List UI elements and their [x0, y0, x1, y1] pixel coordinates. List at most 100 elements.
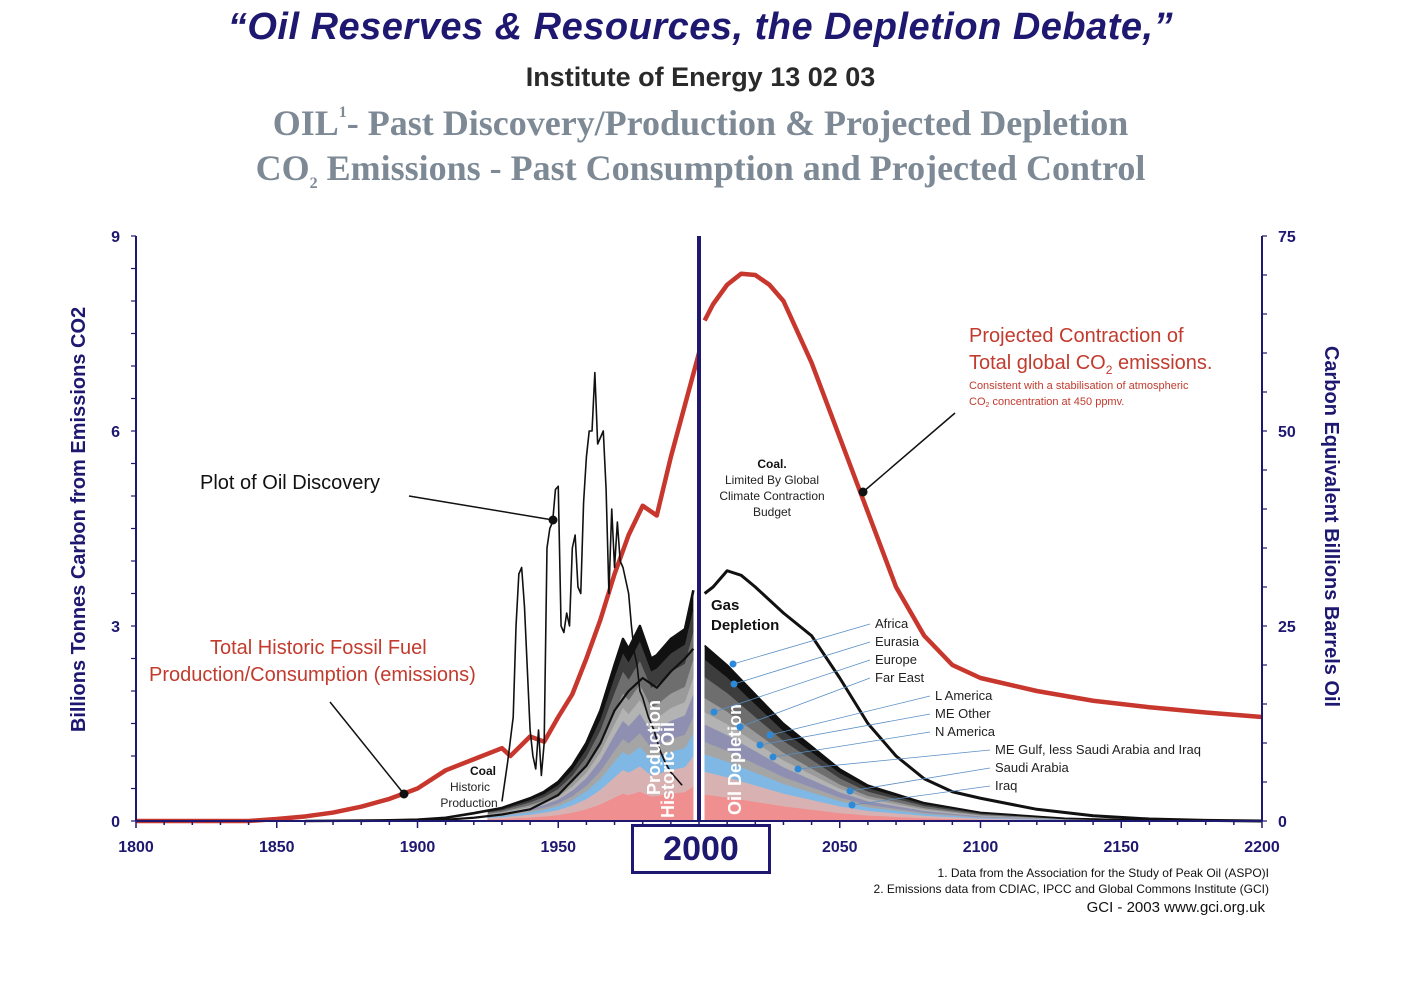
series-line-plot-of-oil-discovery [501, 371, 683, 802]
y-right-tick-label: 50 [1278, 424, 1296, 441]
title-line-3-pre: OIL [272, 103, 339, 143]
region-area-proj-iraq [704, 794, 1206, 821]
region-label: ME Gulf, less Saudi Arabia and Iraq [995, 742, 1201, 757]
annotations: Plot of Oil Discovery Total Historic Fos… [149, 325, 1212, 818]
tick-labels: 1800 1850 1900 1950 2050 2100 2150 2200 0 3 6 9 0 25 5… [68, 229, 1342, 856]
region-label: Saudi Arabia [995, 760, 1069, 775]
label-oil-depletion: Oil Depletion [725, 704, 745, 815]
region-marker-dot [710, 708, 718, 716]
y-right-tick-label: 0 [1278, 814, 1287, 831]
region-leader-line [733, 641, 871, 685]
region-marker-dot [730, 680, 738, 688]
series-line-oil-depletion [704, 644, 1206, 822]
subtitle: Institute of Energy 13 02 03 [525, 62, 876, 92]
label-historic-2: Production/Consumption (emissions) [149, 664, 476, 686]
x-tick-label: 2200 [1244, 839, 1280, 856]
y-left-tick-label: 0 [111, 814, 120, 831]
x-tick-label: 2150 [1103, 839, 1139, 856]
projected-leader [862, 412, 956, 493]
projected-dot [858, 487, 868, 497]
title-line-4-pre: CO [255, 148, 310, 188]
label-coal-hist-2: Production [440, 796, 497, 810]
y-left-tick-label: 3 [111, 619, 120, 636]
label-coal-hist-1: Historic [450, 780, 490, 794]
y-left-tick-label: 9 [111, 229, 120, 246]
region-label: ME Other [935, 706, 991, 721]
x-tick-label: 1800 [118, 839, 154, 856]
region-area-hist-iraq [487, 786, 694, 821]
label-gas-1: Gas [711, 597, 739, 614]
x-tick-label: 2050 [822, 839, 858, 856]
label-gas-2: Depletion [711, 617, 779, 634]
region-marker-dot [736, 723, 744, 731]
region-label: L America [935, 688, 993, 703]
title-line-3-sup: 1 [338, 104, 347, 121]
y-left-axis-label: Billions Tonnes Carbon from Emissions CO… [68, 307, 90, 732]
title-line-3-post: - Past Discovery/Production & Projected … [346, 103, 1129, 143]
region-label: Africa [875, 616, 909, 631]
region-label: Iraq [995, 778, 1017, 793]
label-coal-future-1: Limited By Global [725, 473, 819, 487]
region-label: Europe [875, 652, 917, 667]
footnote-1: 1. Data from the Association for the Stu… [937, 866, 1269, 880]
series-line-projected-contraction-of-total-global-co2-emissions [702, 271, 1263, 720]
label-projected-2: Total global CO2 emissions. [969, 352, 1212, 377]
region-marker-dot [794, 765, 802, 773]
region-leader-line [713, 659, 871, 713]
label-projected-note-2-sub: 2 [986, 402, 990, 409]
y-right-tick-label: 75 [1278, 229, 1296, 246]
region-label: Eurasia [875, 634, 920, 649]
label-historic-oil-1: Historic Oil [658, 722, 678, 818]
discovery-leader [408, 495, 554, 521]
region-leader-line [739, 677, 871, 728]
region-leader-line [772, 731, 931, 758]
label-projected-note-2a: CO [969, 396, 986, 408]
year-2000-box: 2000 [631, 824, 771, 874]
region-label: Far East [875, 670, 925, 685]
title-line-4-sub: 2 [309, 175, 318, 193]
title-line-4: CO2 Emissions - Past Consumption and Pro… [0, 147, 1401, 193]
label-projected-2b: emissions. [1112, 352, 1212, 374]
label-projected-2-sub: 2 [1106, 363, 1113, 377]
main-title: “Oil Reserves & Resources, the Depletion… [227, 6, 1174, 48]
region-leader-line [849, 767, 991, 792]
label-projected-2a: Total global CO [969, 352, 1106, 374]
title-line-3: OIL1- Past Discovery/Production & Projec… [0, 102, 1401, 144]
region-marker-dot [756, 741, 764, 749]
gci-credit: GCI - 2003 www.gci.org.uk [1086, 899, 1265, 916]
discovery-dot [548, 515, 558, 525]
label-projected-note-2b: concentration at 450 ppmv. [989, 396, 1124, 408]
region-marker-dot [848, 801, 856, 809]
region-leader-line [797, 749, 991, 770]
region-area-proj-saudi-arabia [704, 771, 1206, 821]
label-historic-oil-2: Production [644, 700, 664, 795]
label-coal-future-3: Budget [753, 505, 792, 519]
footnote-2: 2. Emissions data from CDIAC, IPCC and G… [873, 882, 1269, 896]
series-line-coal-historic-production [361, 648, 695, 823]
label-plot-of-oil-discovery: Plot of Oil Discovery [200, 472, 380, 494]
regions-legend: Africa Eurasia Europe Far East L America ME O… [710, 616, 1201, 809]
label-projected-1: Projected Contraction of [969, 325, 1184, 347]
x-tick-label: 1900 [400, 839, 436, 856]
label-projected-note-1: Consistent with a stabilisation of atmos… [969, 380, 1189, 392]
region-leader-line [759, 713, 931, 746]
region-leader-line [732, 623, 871, 665]
region-marker-dot [846, 787, 854, 795]
label-coal-future-2: Climate Contraction [719, 489, 824, 503]
region-areas [487, 590, 1206, 821]
series-line-historic-oil-production [304, 589, 695, 823]
y-right-axis-label: Carbon Equivalent Billions Barrels Oil [1320, 346, 1342, 707]
y-right-tick-label: 25 [1278, 619, 1296, 636]
axes [131, 235, 1267, 828]
region-marker-dot [729, 660, 737, 668]
historic-leader [329, 701, 405, 795]
title-line-4-post: Emissions - Past Consumption and Project… [317, 148, 1146, 188]
region-label: N America [935, 724, 996, 739]
region-leader-line [769, 695, 931, 736]
region-marker-dot [766, 731, 774, 739]
label-projected-note-2: CO2 concentration at 450 ppmv. [969, 396, 1124, 409]
historic-dot [399, 789, 409, 799]
region-marker-dot [769, 753, 777, 761]
